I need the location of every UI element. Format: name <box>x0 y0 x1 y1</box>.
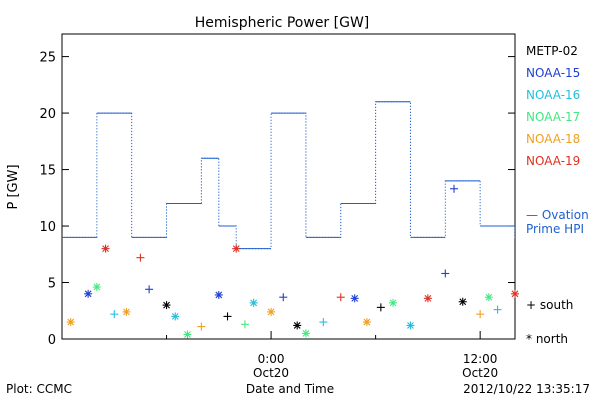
north-point-marker <box>101 244 110 253</box>
north-point-marker <box>511 289 519 298</box>
y-tick-label: 15 <box>39 164 56 179</box>
ovation-hpi-line <box>62 101 515 250</box>
north-point-marker <box>214 290 223 299</box>
north-point-marker <box>458 297 467 306</box>
north-point-marker <box>162 301 171 310</box>
south-point-marker <box>197 322 206 331</box>
ovation-hpi-series <box>62 101 515 250</box>
ovation-label-line2: Prime HPI <box>526 222 584 236</box>
x-axis: 0:00Oct2012:00Oct200:00Oct2112:00Oct210:… <box>166 331 498 380</box>
footer-timestamp: 2012/10/22 13:35:17 <box>463 382 590 396</box>
south-point-marker <box>136 253 145 262</box>
legend-item-noaa-16: NOAA-16 <box>526 88 580 102</box>
x-tick-time: 12:00 <box>463 352 498 366</box>
south-point-marker <box>336 293 345 302</box>
south-point-marker <box>376 303 385 312</box>
legend: METP-02 NOAA-15 NOAA-16 NOAA-17 NOAA-18 … <box>526 44 589 346</box>
chart-title: Hemispheric Power [GW] <box>195 15 370 31</box>
north-point-marker <box>92 283 101 292</box>
south-point-marker <box>145 285 154 294</box>
y-axis-label: P [GW] <box>6 164 21 209</box>
ovation-label-line1: — Ovation <box>526 208 589 222</box>
north-point-marker <box>267 307 276 316</box>
footer-plot-source: Plot: CCMC <box>6 382 72 396</box>
y-tick-label: 5 <box>48 277 56 292</box>
north-point-marker <box>183 330 192 339</box>
legend-item-metp-02: METP-02 <box>526 44 578 58</box>
y-axis: 0 5 10 15 20 25 <box>39 51 515 348</box>
south-point-marker <box>319 318 328 327</box>
legend-item-noaa-19: NOAA-19 <box>526 154 580 168</box>
north-point-marker <box>66 318 75 327</box>
north-point-marker <box>350 294 359 303</box>
plot-area <box>61 33 516 340</box>
legend-item-noaa-15: NOAA-15 <box>526 66 580 80</box>
y-tick-label: 10 <box>39 220 56 235</box>
y-tick-label: 25 <box>39 51 56 66</box>
south-point-marker <box>450 184 459 193</box>
north-marker-legend: * north <box>526 332 568 346</box>
y-tick-label: 20 <box>39 107 56 122</box>
south-point-marker <box>223 312 232 321</box>
legend-item-noaa-18: NOAA-18 <box>526 132 580 146</box>
legend-item-noaa-17: NOAA-17 <box>526 110 580 124</box>
south-point-marker <box>240 320 249 329</box>
x-tick-date: Oct20 <box>462 366 498 380</box>
north-point-marker <box>232 244 241 253</box>
south-marker-legend: + south <box>526 298 573 312</box>
north-point-marker <box>362 318 371 327</box>
south-point-marker <box>476 310 485 319</box>
south-point-marker <box>493 305 502 314</box>
north-point-marker <box>406 321 415 330</box>
x-axis-label: Date and Time <box>246 382 334 396</box>
north-point-marker <box>423 294 432 303</box>
south-point-marker <box>441 269 450 278</box>
x-tick-date: Oct20 <box>253 366 289 380</box>
north-point-marker <box>249 298 258 307</box>
north-point-marker <box>171 312 180 321</box>
satellite-points <box>66 184 519 339</box>
north-point-marker <box>293 321 302 330</box>
north-point-marker <box>301 329 310 338</box>
south-point-marker <box>279 293 288 302</box>
y-tick-label: 0 <box>48 333 56 348</box>
north-point-marker <box>484 293 493 302</box>
north-point-marker <box>389 298 398 307</box>
north-point-marker <box>84 289 93 298</box>
south-point-marker <box>110 310 119 319</box>
x-tick-time: 0:00 <box>258 352 285 366</box>
north-point-marker <box>122 307 131 316</box>
